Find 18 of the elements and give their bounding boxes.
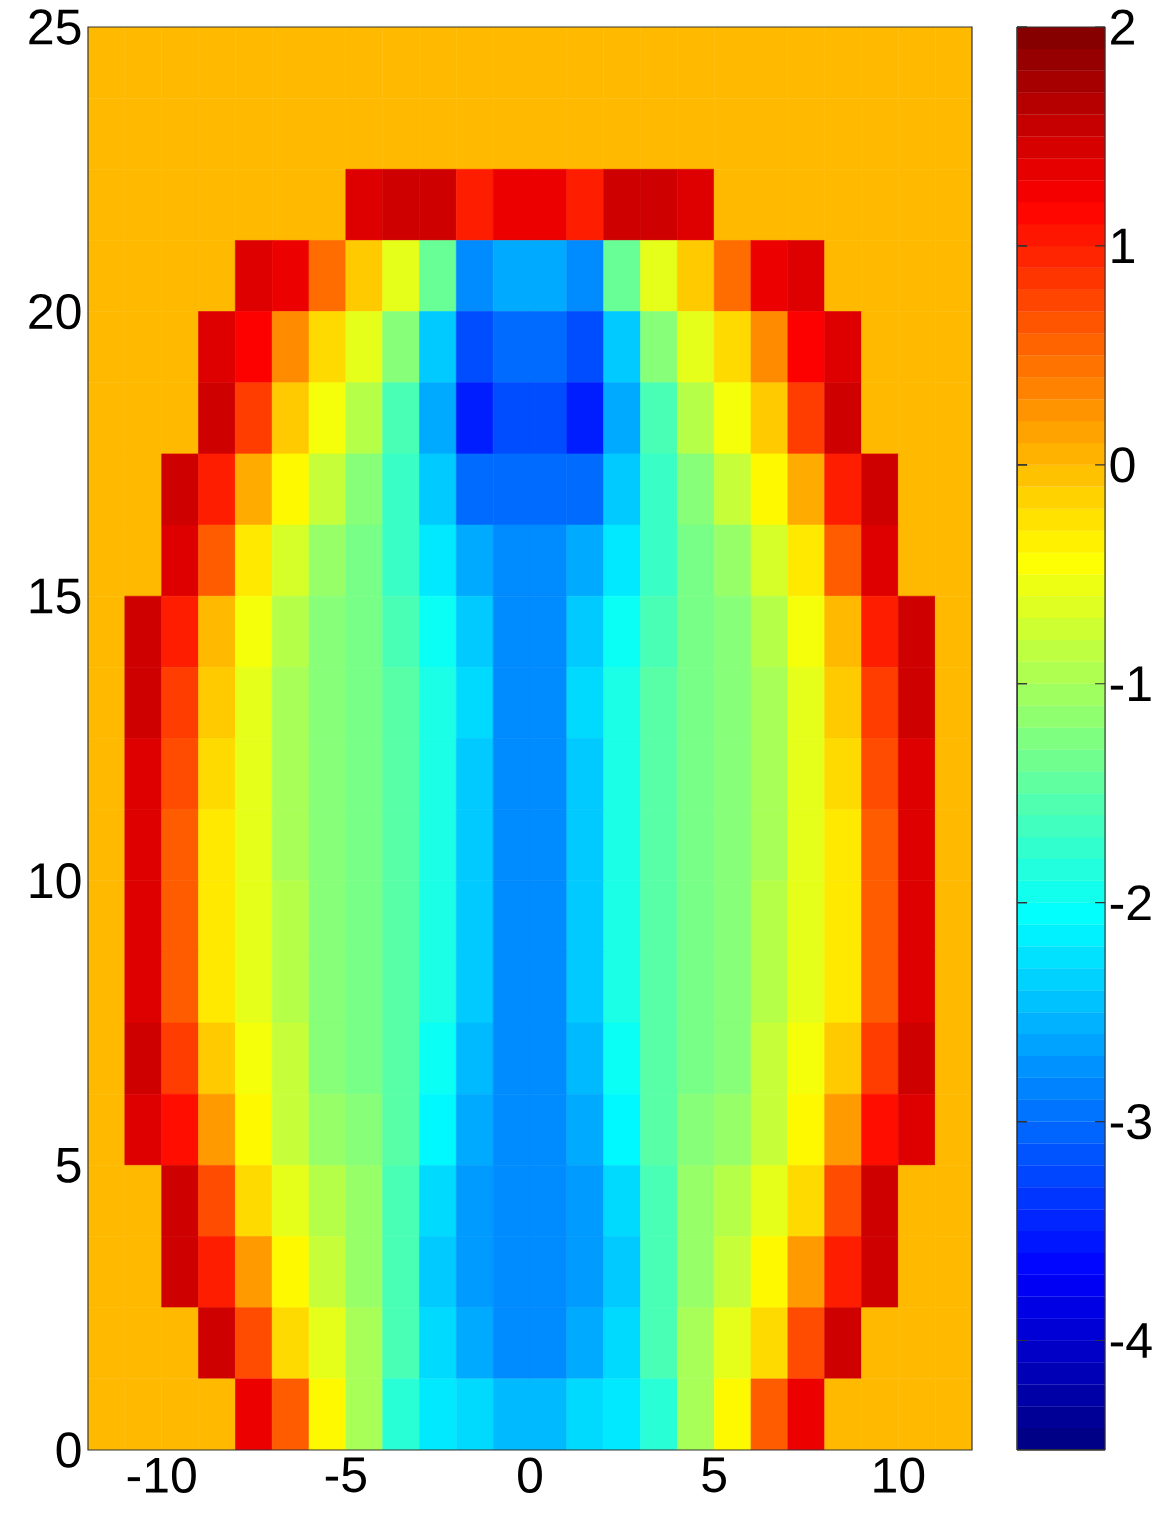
x-tick-label: 0 (518, 1457, 542, 1493)
y-tick-label: 25 (29, 9, 81, 45)
color-bar-label: -4 (1110, 1323, 1152, 1358)
y-tick-label: 0 (56, 1432, 81, 1468)
color-bar-label: 1 (1112, 228, 1134, 264)
y-tick-label: 10 (30, 863, 81, 899)
y-tick-label: 15 (30, 578, 81, 614)
y-tick-label: 20 (29, 293, 81, 330)
color-bar-label: -3 (1110, 1103, 1151, 1140)
x-tick-label: 5 (702, 1457, 726, 1493)
color-bar-label: 2 (1111, 9, 1134, 45)
x-tick-label: 10 (874, 1457, 925, 1493)
x-tick-label: -10 (127, 1457, 196, 1493)
color-bar-label: 0 (1110, 447, 1135, 483)
color-bar-label: -1 (1110, 666, 1151, 701)
color-bar-label: -2 (1110, 885, 1151, 921)
x-tick-label: -5 (325, 1457, 366, 1493)
y-tick-label: 5 (56, 1147, 81, 1183)
